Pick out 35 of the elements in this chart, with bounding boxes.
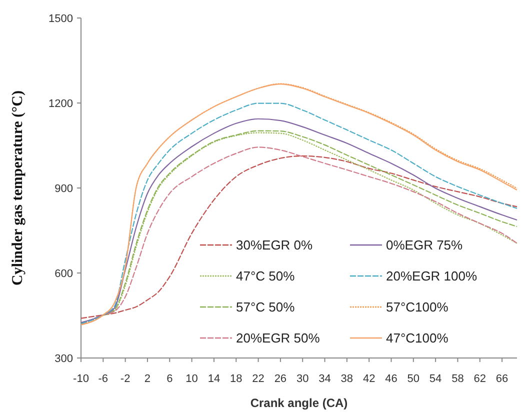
y-tick-label: 600 (54, 268, 73, 280)
x-tick-label: 14 (208, 373, 220, 385)
legend-label: 20%EGR 100% (386, 268, 478, 284)
x-tick-label: 50 (407, 373, 420, 385)
x-tick-label: 34 (318, 373, 331, 385)
x-axis-title: Crank angle (CA) (250, 396, 348, 410)
y-tick-label: 1200 (48, 98, 73, 110)
x-tick-label: 54 (429, 373, 442, 385)
legend-label: 47°C 50% (236, 268, 296, 284)
y-tick-label: 900 (54, 182, 73, 195)
x-tick-label: 6 (166, 373, 173, 385)
x-tick-label: -10 (73, 373, 89, 385)
x-tick-label: -2 (120, 373, 130, 385)
x-tick-label: 18 (230, 373, 242, 385)
legend-label: 47°C100% (386, 330, 449, 346)
y-tick-label: 1500 (48, 12, 73, 25)
x-tick-label: 66 (496, 373, 508, 385)
x-tick-label: 42 (362, 373, 376, 385)
legend-label: 57°C 50% (236, 300, 296, 315)
x-tick-label: 62 (474, 373, 486, 385)
x-tick-label: 26 (274, 373, 287, 385)
legend-label: 0%EGR 75% (386, 238, 464, 253)
legend-label: 20%EGR 50% (236, 330, 320, 346)
x-tick-label: 22 (252, 373, 264, 385)
y-axis-title: Cylinder gas temperature (°C) (10, 90, 26, 286)
x-tick-label: 38 (340, 373, 354, 385)
legend-label: 57°C100% (386, 300, 449, 315)
x-tick-label: 58 (452, 373, 464, 385)
x-tick-label: 46 (385, 373, 398, 385)
x-tick-label: 10 (186, 373, 198, 385)
x-tick-label: 30 (296, 373, 309, 385)
legend-label: 30%EGR 0% (236, 238, 314, 253)
x-tick-label: -6 (98, 373, 108, 385)
y-tick-label: 300 (54, 352, 73, 365)
x-tick-label: 2 (144, 373, 151, 385)
